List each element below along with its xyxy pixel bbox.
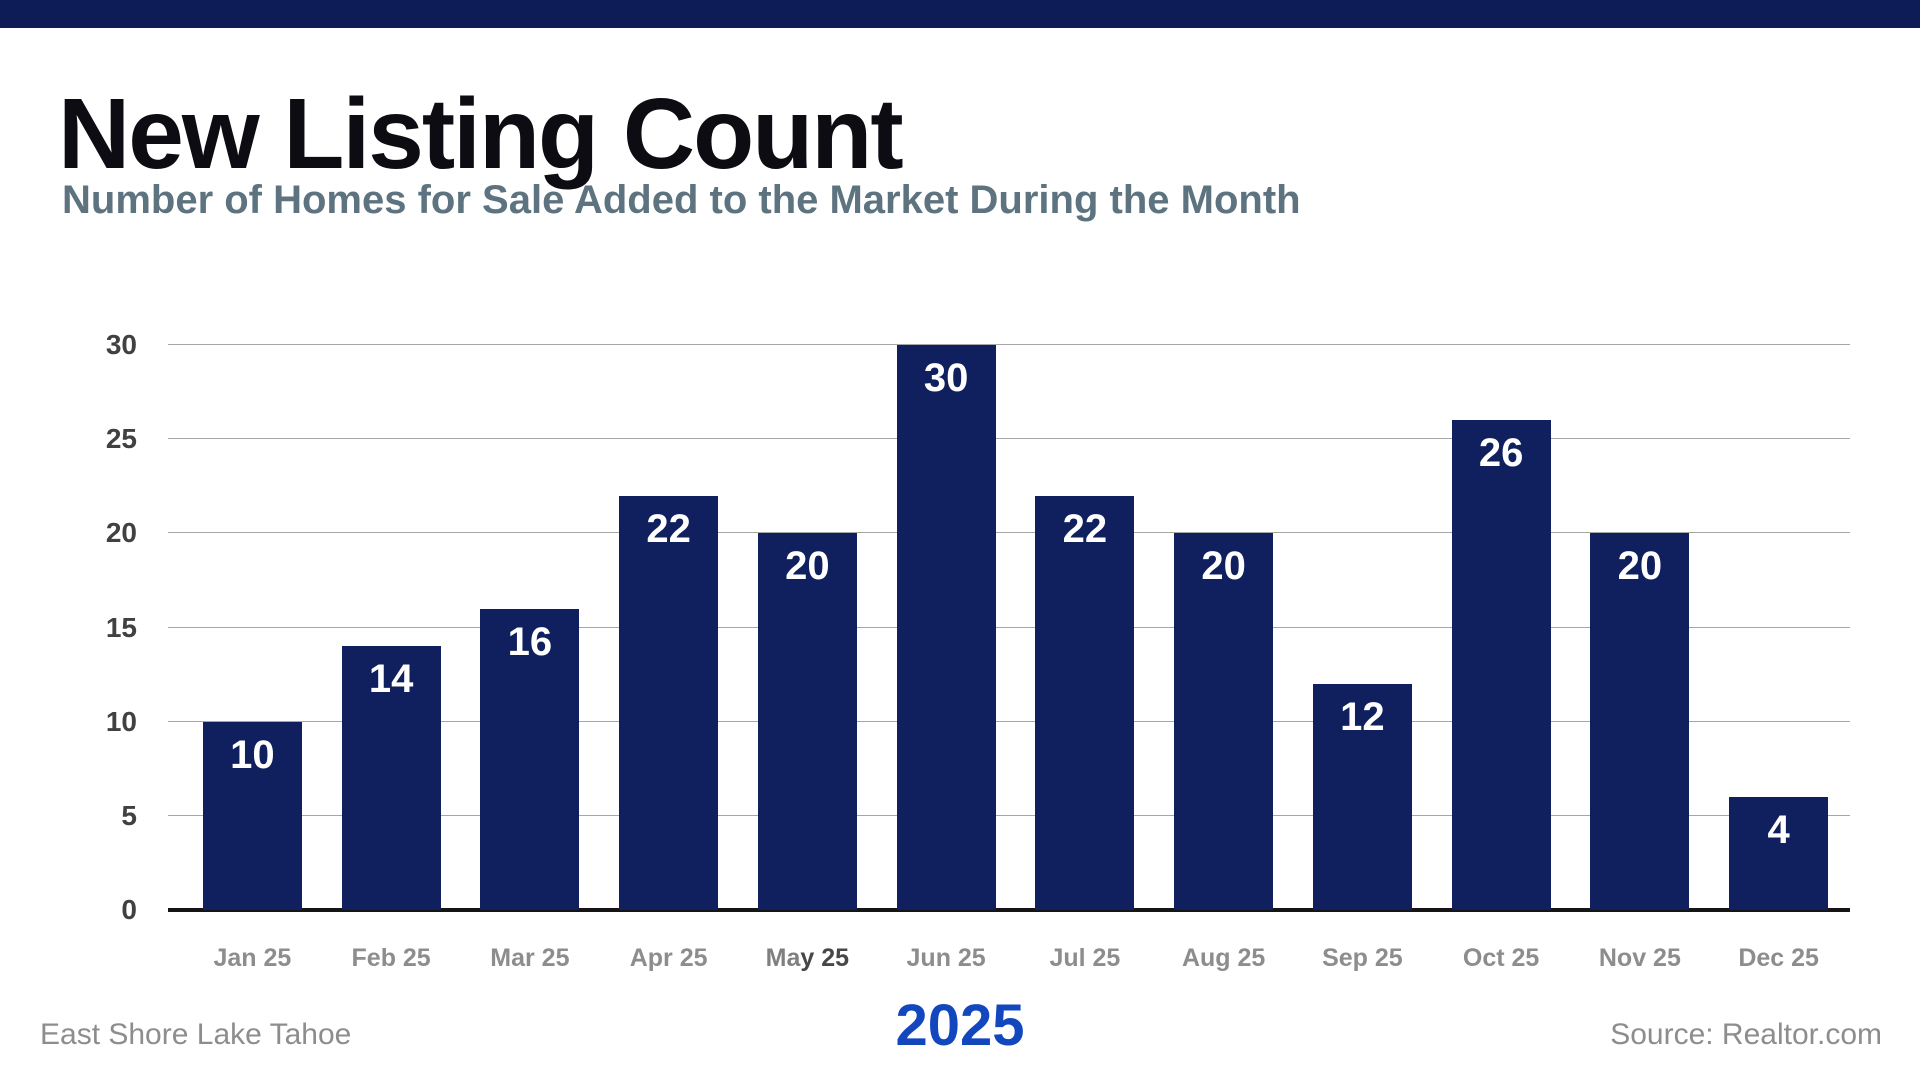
x-axis-label-oct-25: Oct 25: [1462, 944, 1540, 972]
x-axis-label-jan-25: Jan 25: [213, 944, 292, 972]
footer-year: 2025: [895, 993, 1025, 1058]
bar-apr-25: 22: [619, 495, 719, 910]
bar-jan-25: 10: [202, 721, 302, 910]
gridline-10: [168, 720, 1850, 722]
x-axis-label-apr-25: Apr 25: [629, 944, 708, 972]
y-axis-tick-label: 10: [105, 705, 137, 737]
x-axis-baseline: [168, 908, 1850, 912]
y-axis-tick-label: 5: [121, 799, 137, 831]
bar-jun-25: 30: [896, 345, 996, 910]
bar-oct-25: 26: [1451, 420, 1551, 910]
bar-value-label: 12: [1340, 695, 1385, 739]
page-title: New Listing Count: [58, 78, 904, 190]
bar-value-label: 22: [1062, 506, 1108, 551]
x-axis-label-part-light: Ma: [765, 944, 801, 972]
x-axis-label-may-25: May 25: [738, 943, 877, 973]
x-axis-label-jul-25: Jul 25: [1049, 944, 1121, 972]
x-axis-label-mar-25: Mar 25: [490, 944, 570, 972]
bar-value-label: 20: [785, 544, 830, 589]
bar-value-label: 16: [507, 619, 553, 664]
bar-value-label: 20: [1201, 544, 1246, 589]
bar-value-label: 14: [368, 657, 414, 702]
x-axis-label-nov-25: Nov 25: [1598, 944, 1681, 972]
x-axis-label-dec-25: Dec 25: [1738, 944, 1819, 972]
x-axis-label-aug-25: Aug 25: [1181, 944, 1266, 972]
gridline-5: [168, 814, 1850, 816]
bar-jul-25: 22: [1035, 495, 1135, 910]
x-axis: Jan 25 Feb 25 Mar 25 Apr 25 May 25 Jun 25 Jul …: [183, 943, 1848, 973]
bar-sep-25: 12: [1312, 684, 1412, 910]
bar-value-label: 4: [1767, 808, 1790, 852]
footer-location: East Shore Lake Tahoe: [40, 1018, 352, 1051]
gridline-20: [168, 532, 1850, 534]
gridline-15: [168, 626, 1850, 628]
bar-feb-25: 14: [341, 646, 441, 910]
y-axis-tick-label: 15: [105, 611, 137, 643]
bar-value-label: 22: [646, 506, 691, 551]
bar-aug-25: 20: [1174, 533, 1274, 910]
bar-value-label: 20: [1617, 544, 1663, 589]
bar-value-label: 30: [923, 356, 969, 400]
bar-value-label: 10: [230, 732, 275, 777]
bar-may-25: 20: [757, 533, 857, 910]
y-axis-tick-label: 30: [105, 329, 137, 360]
bar-nov-25: 20: [1590, 533, 1690, 910]
page-subtitle: Number of Homes for Sale Added to the Ma…: [62, 178, 1301, 222]
x-axis-label-part-dark: y 25: [800, 944, 850, 972]
plot-area: 10 14 16 22 20 30 22 20 12 26 20 4: [168, 344, 1850, 912]
bar-value-label: 26: [1478, 431, 1524, 476]
x-axis-label-feb-25: Feb 25: [351, 944, 431, 972]
y-axis: 0 5 10 15 20 25 30: [0, 331, 137, 924]
y-axis-tick-label: 20: [105, 517, 137, 549]
bar-mar-25: 16: [480, 608, 580, 910]
gridline-25: [168, 438, 1850, 440]
y-axis-tick-label: 0: [121, 894, 137, 925]
y-axis-tick-label: 25: [105, 423, 137, 455]
gridline-30: [168, 344, 1850, 345]
bar-dec-25: 4: [1729, 797, 1829, 910]
top-accent-bar: [0, 0, 1920, 28]
x-axis-label-sep-25: Sep 25: [1322, 944, 1403, 972]
footer-source: Source: Realtor.com: [1610, 1018, 1882, 1051]
x-axis-label-jun-25: Jun 25: [906, 944, 986, 972]
